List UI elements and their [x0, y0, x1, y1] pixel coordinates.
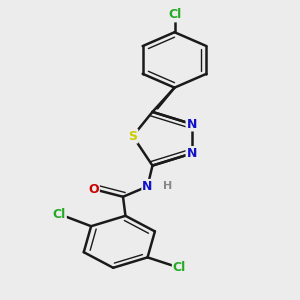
- Text: Cl: Cl: [52, 208, 66, 220]
- Text: H: H: [163, 182, 172, 191]
- Text: S: S: [128, 130, 137, 142]
- Text: O: O: [88, 183, 99, 196]
- Text: N: N: [187, 118, 197, 130]
- Text: N: N: [187, 147, 197, 160]
- Text: Cl: Cl: [168, 8, 181, 21]
- Text: N: N: [142, 180, 153, 193]
- Text: Cl: Cl: [173, 261, 186, 274]
